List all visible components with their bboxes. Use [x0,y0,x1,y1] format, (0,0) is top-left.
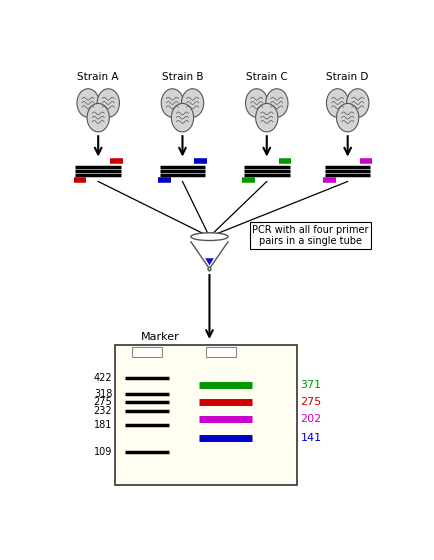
Text: 232: 232 [93,406,112,416]
Text: 109: 109 [94,447,112,458]
Circle shape [97,88,119,117]
Text: 202: 202 [300,414,321,424]
Text: 371: 371 [300,380,321,390]
Text: 318: 318 [94,389,112,399]
Text: 275: 275 [93,397,112,407]
Circle shape [255,104,277,132]
Text: Strain D: Strain D [326,72,368,82]
Circle shape [161,88,183,117]
Ellipse shape [191,233,227,241]
Circle shape [171,104,193,132]
Circle shape [77,88,99,117]
Text: 275: 275 [300,397,321,407]
Circle shape [326,88,348,117]
Bar [206,347,236,357]
Text: Strain A: Strain A [77,72,118,82]
Circle shape [87,104,109,132]
Text: 181: 181 [94,419,112,430]
Circle shape [336,104,358,132]
Circle shape [245,88,267,117]
Bar [132,347,162,357]
Text: PCR with all four primer
pairs in a single tube: PCR with all four primer pairs in a sing… [252,225,368,246]
Circle shape [346,88,368,117]
Bar [115,346,296,486]
Text: Strain C: Strain C [245,72,287,82]
Polygon shape [191,242,227,268]
Circle shape [181,88,203,117]
Text: Marker: Marker [141,332,180,342]
Circle shape [265,88,287,117]
Text: 422: 422 [93,374,112,384]
Text: 141: 141 [300,433,321,444]
Text: Strain B: Strain B [161,72,203,82]
Polygon shape [204,258,214,270]
